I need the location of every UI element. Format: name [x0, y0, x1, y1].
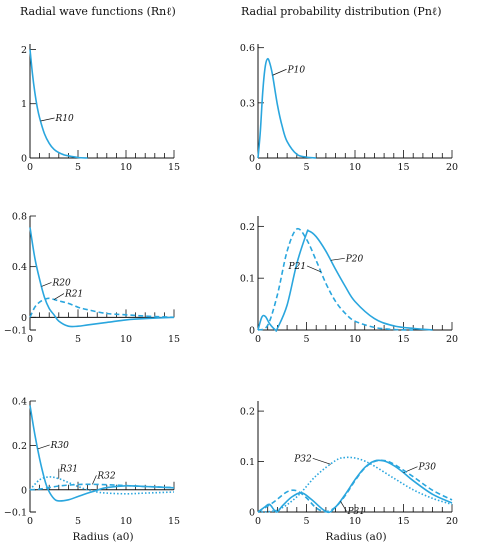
- x-tick-label: 0: [27, 334, 33, 345]
- label-leader: [37, 444, 50, 450]
- panel-1: 0 5 10 15 0 1 2 R10: [21, 44, 180, 173]
- y-tick-label: 0: [249, 154, 255, 165]
- y-tick-label: −0.1: [4, 508, 27, 519]
- series-label: R31: [59, 465, 78, 475]
- panel-6: 0 5 10 15 20 0 0.1 0.2 P30 P31 P32: [240, 401, 458, 527]
- y-tick-label: 1: [21, 99, 27, 110]
- y-tick-label: 0.4: [12, 262, 27, 273]
- y-tick-label: 2: [21, 45, 27, 56]
- x-tick-label: 5: [303, 334, 309, 345]
- series-R20: [29, 227, 175, 328]
- series-R10: [29, 49, 88, 159]
- left-column-title: Radial wave functions (Rnℓ): [20, 5, 176, 18]
- x-tick-label: 5: [75, 516, 81, 527]
- label-leader: [340, 500, 347, 512]
- y-tick-label: 0: [21, 313, 27, 324]
- x-tick-label: 15: [397, 334, 409, 345]
- x-axis-label-left: Radius (a0): [72, 531, 133, 543]
- series-P31: [257, 459, 453, 513]
- series-label: P32: [293, 454, 312, 464]
- x-tick-label: 0: [255, 334, 261, 345]
- series-label: P21: [288, 262, 307, 272]
- series-P20: [257, 229, 433, 332]
- x-tick-label: 0: [27, 516, 33, 527]
- x-tick-label: 0: [255, 162, 261, 173]
- series-label: R21: [64, 290, 83, 300]
- label-leader: [272, 68, 287, 76]
- series-P32: [257, 456, 453, 513]
- x-tick-label: 15: [168, 334, 180, 345]
- x-tick-label: 10: [349, 162, 361, 173]
- label-leader: [330, 257, 345, 261]
- x-tick-label: 20: [446, 334, 458, 345]
- series-label: R20: [52, 278, 72, 288]
- x-tick-label: 15: [397, 516, 409, 527]
- x-tick-label: 10: [120, 334, 132, 345]
- y-tick-label: −0.1: [4, 326, 27, 337]
- y-tick-label: 0.2: [12, 441, 27, 452]
- chart-panels: 0 5 10 15 0 1 2 R10 0 5 10 15 20 0 0.3 0.6 P10 0 5 10 15 −0.1…: [4, 43, 458, 527]
- series-R31: [29, 476, 175, 495]
- y-tick-label: 0.6: [240, 43, 255, 54]
- panel-4: 0 5 10 15 20 0 0.1 0.2 P20 P21: [240, 216, 458, 345]
- x-tick-label: 10: [349, 516, 361, 527]
- x-tick-label: 5: [303, 516, 309, 527]
- series-label: P30: [418, 463, 437, 473]
- y-tick-label: 0.3: [240, 98, 255, 109]
- series-label: P10: [287, 65, 306, 75]
- x-tick-label: 20: [446, 516, 458, 527]
- x-tick-label: 0: [255, 516, 261, 527]
- y-tick-label: 0: [21, 154, 27, 165]
- x-tick-label: 10: [120, 162, 132, 173]
- y-tick-label: 0.4: [12, 397, 27, 408]
- label-leader: [53, 293, 65, 300]
- x-tick-label: 10: [349, 334, 361, 345]
- right-column-title: Radial probability distribution (Pnℓ): [241, 5, 441, 18]
- series-R21: [29, 297, 175, 319]
- series-label: R32: [96, 471, 116, 481]
- series-label: P31: [346, 507, 365, 517]
- y-tick-label: 0.1: [240, 457, 255, 468]
- series-label: R10: [55, 114, 75, 124]
- y-tick-label: 0.2: [240, 222, 255, 233]
- label-leader: [92, 475, 97, 485]
- x-tick-label: 20: [446, 162, 458, 173]
- y-tick-label: 0: [21, 485, 27, 496]
- label-leader: [306, 265, 322, 273]
- y-tick-label: 0: [249, 508, 255, 519]
- y-tick-label: 0.8: [12, 212, 27, 223]
- x-tick-label: 5: [75, 162, 81, 173]
- label-leader: [41, 282, 52, 287]
- x-tick-label: 10: [120, 516, 132, 527]
- x-tick-label: 15: [397, 162, 409, 173]
- y-tick-label: 0.2: [240, 407, 255, 418]
- x-tick-label: 15: [168, 516, 180, 527]
- series-R32: [29, 483, 175, 491]
- x-tick-label: 15: [168, 162, 180, 173]
- x-tick-label: 5: [75, 334, 81, 345]
- x-tick-label: 0: [27, 162, 33, 173]
- x-tick-label: 5: [303, 162, 309, 173]
- label-leader: [40, 117, 55, 122]
- y-tick-label: 0.1: [240, 274, 255, 285]
- series-label: P20: [345, 254, 364, 264]
- panel-2: 0 5 10 15 20 0 0.3 0.6 P10: [240, 43, 458, 173]
- series-label: R30: [50, 441, 70, 451]
- series-R30: [29, 405, 175, 502]
- series-P21: [257, 227, 414, 331]
- x-axis-label-right: Radius (a0): [325, 531, 386, 543]
- y-tick-label: 0: [249, 326, 255, 337]
- label-leader: [312, 457, 331, 465]
